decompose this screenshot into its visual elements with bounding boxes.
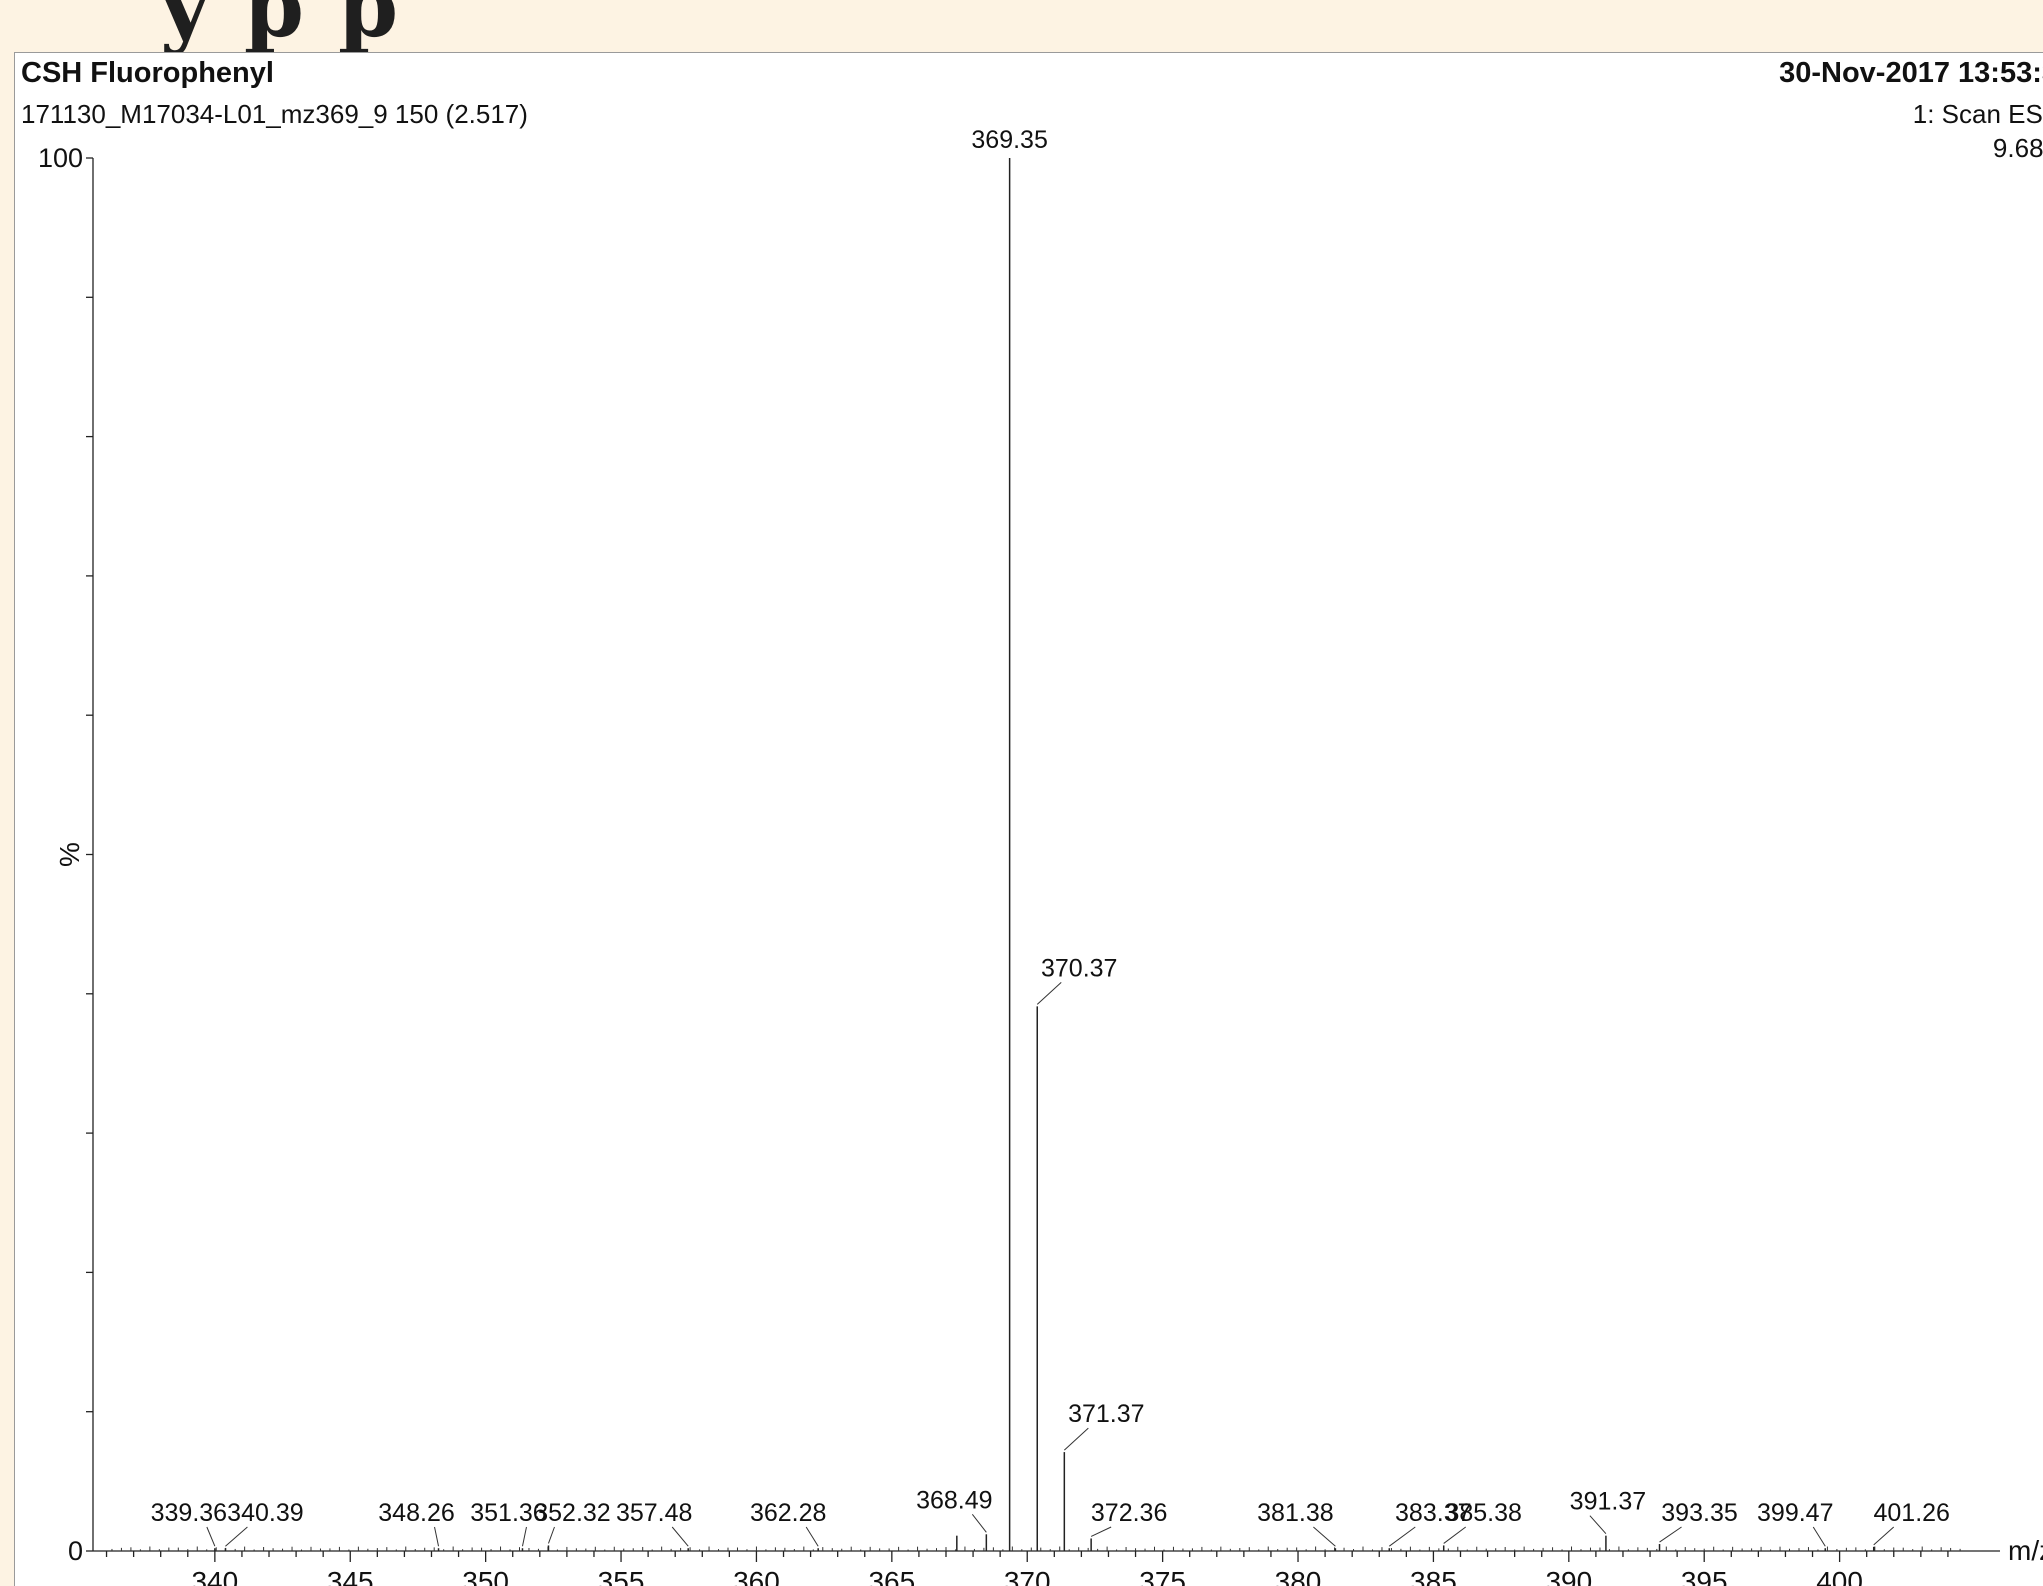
peak-leader xyxy=(1589,1515,1607,1535)
peak-leader xyxy=(971,1513,987,1533)
x-tick-label: 355 xyxy=(598,1566,645,1586)
peaks-layer xyxy=(111,158,1961,1551)
peak-label-399.47: 399.47 xyxy=(1757,1499,1833,1527)
peak-label-362.28: 362.28 xyxy=(750,1499,826,1527)
top-banner: y p p xyxy=(0,0,2043,57)
base-peak-intensity: 9.68e xyxy=(1992,133,2043,163)
peak-leader xyxy=(1036,981,1062,1005)
peak-leader xyxy=(1313,1526,1336,1547)
x-tick-label: 360 xyxy=(733,1566,780,1586)
x-tick-label: 350 xyxy=(462,1566,509,1586)
x-tick-label: 400 xyxy=(1816,1566,1863,1586)
x-tick-label: 370 xyxy=(1004,1566,1051,1586)
peak-label-370.37: 370.37 xyxy=(1041,954,1117,982)
peak-leader xyxy=(1443,1526,1467,1544)
x-tick-label: 390 xyxy=(1545,1566,1592,1586)
peak-leader xyxy=(1063,1427,1089,1451)
peak-leader xyxy=(671,1526,689,1547)
x-tick-label: 380 xyxy=(1275,1566,1322,1586)
scan-label: 1: Scan ES+ xyxy=(1912,99,2043,129)
peak-leader xyxy=(206,1526,216,1547)
x-tick-label: 385 xyxy=(1410,1566,1457,1586)
banner-heading: y p p xyxy=(160,0,401,57)
peak-label-357.48: 357.48 xyxy=(616,1499,692,1527)
peak-label-340.39: 340.39 xyxy=(227,1499,303,1527)
peak-label-385.38: 385.38 xyxy=(1445,1499,1521,1527)
x-tick-label: 345 xyxy=(327,1566,374,1586)
y-axis-label: % xyxy=(54,842,85,867)
peak-leader xyxy=(1812,1526,1826,1547)
peak-label-381.38: 381.38 xyxy=(1257,1499,1333,1527)
peak-label-368.49: 368.49 xyxy=(916,1486,992,1514)
peak-label-401.26: 401.26 xyxy=(1873,1499,1949,1527)
axes-layer: 100 0% 340 345 350 355 360 365 370 375 380 385 390 39… xyxy=(38,143,2043,1586)
peak-label-372.36: 372.36 xyxy=(1091,1499,1167,1527)
peak-label-352.32: 352.32 xyxy=(534,1499,610,1527)
peak-label-371.37: 371.37 xyxy=(1068,1400,1144,1428)
chart-subtitle: 171130_M17034-L01_mz369_9 150 (2.517) xyxy=(21,99,528,129)
peak-leader xyxy=(521,1526,527,1547)
x-tick-label: 340 xyxy=(191,1566,238,1586)
peak-leader xyxy=(1090,1526,1112,1537)
chart-title: CSH Fluorophenyl xyxy=(21,57,274,89)
peak-label-369.35: 369.35 xyxy=(971,126,1047,154)
x-axis-label: m/z xyxy=(2008,1535,2043,1566)
peak-label-391.37: 391.37 xyxy=(1570,1488,1646,1516)
peak-label-383.37: 383.37 xyxy=(1395,1499,1471,1527)
peak-label-339.36: 339.36 xyxy=(151,1499,227,1527)
x-tick-label: 365 xyxy=(868,1566,915,1586)
peak-leader xyxy=(548,1526,555,1544)
peak-leader xyxy=(434,1526,440,1547)
acquisition-datetime: 30-Nov-2017 13:53:3 xyxy=(1779,57,2043,89)
mass-spectrum-panel: CSH Fluorophenyl 171130_M17034-L01_mz369… xyxy=(14,52,2043,1586)
x-tick-label: 375 xyxy=(1139,1566,1186,1586)
peak-label-348.26: 348.26 xyxy=(378,1499,454,1527)
peak-label-393.35: 393.35 xyxy=(1661,1499,1737,1527)
peak-leader xyxy=(225,1526,248,1547)
peak-leader xyxy=(1388,1526,1416,1547)
peak-label-351.36: 351.36 xyxy=(470,1499,546,1527)
y-tick-label-0: 0 xyxy=(68,1536,83,1566)
x-tick-label: 395 xyxy=(1681,1566,1728,1586)
peak-leader xyxy=(1659,1526,1682,1543)
spectrum-plot: 100 0% 340 345 350 355 360 365 370 375 380 385 390 39… xyxy=(38,126,2043,1586)
peak-leader xyxy=(1873,1526,1895,1546)
peak-leader xyxy=(805,1526,819,1547)
y-tick-label-100: 100 xyxy=(38,143,83,173)
